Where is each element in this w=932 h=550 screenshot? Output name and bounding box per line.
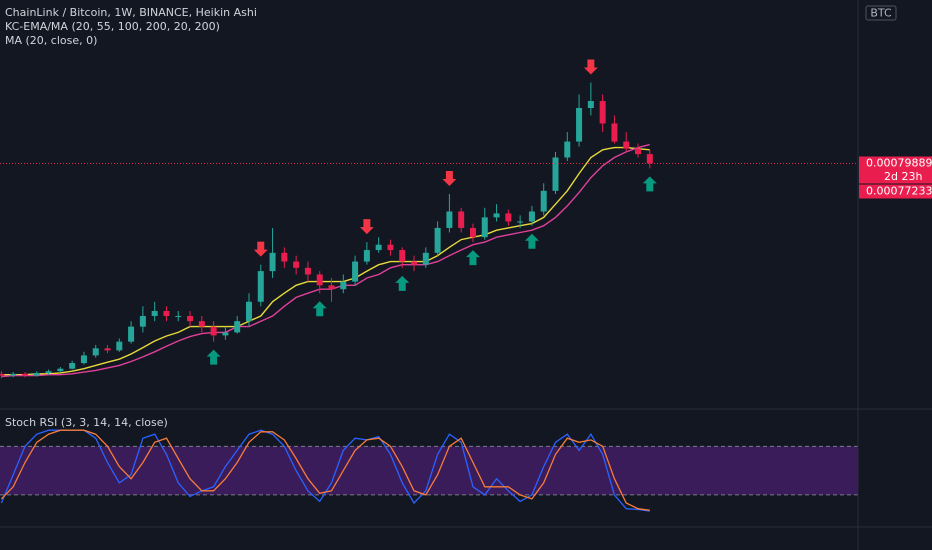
indicator-legend: KC-EMA/MA (20, 55, 100, 200, 20, 200)	[5, 20, 220, 33]
candle-body	[21, 373, 28, 376]
candle-body	[540, 190, 547, 212]
countdown-box	[859, 170, 932, 184]
candle-body	[552, 157, 559, 191]
candle-body	[646, 154, 653, 164]
indicator-line	[0, 429, 650, 511]
candle-body	[257, 271, 264, 302]
indicator-line	[1, 146, 650, 376]
buy-arrow	[206, 349, 221, 365]
sell-arrow	[253, 241, 268, 257]
candle-body	[245, 301, 252, 322]
buy-arrow	[312, 301, 327, 317]
candle-body	[33, 372, 40, 376]
sell-arrow	[583, 59, 598, 75]
candle-body	[363, 250, 370, 262]
candle-body	[45, 371, 52, 373]
candle-body	[234, 321, 241, 333]
candle-body	[587, 101, 594, 109]
countdown-label: 2d 23h	[884, 170, 922, 183]
candle-body	[493, 213, 500, 218]
candle-body	[175, 315, 182, 317]
currency: BTC	[870, 7, 892, 20]
candle-body	[611, 123, 618, 142]
candle-body	[458, 211, 465, 228]
candle-body	[505, 213, 512, 222]
candle-body	[222, 332, 229, 336]
candle-body	[187, 315, 194, 322]
last-price-box	[859, 156, 932, 171]
candle-body	[128, 326, 135, 342]
candle-body	[623, 141, 630, 149]
candle-body	[599, 101, 606, 124]
candle-body	[387, 244, 394, 251]
buy-arrow	[465, 250, 480, 266]
candle-body	[80, 355, 87, 364]
buy-arrow	[524, 233, 539, 249]
candle-body	[92, 348, 99, 356]
candle-body	[375, 244, 382, 251]
candle-body	[316, 274, 323, 286]
candle-body	[528, 211, 535, 222]
candle-body	[352, 261, 359, 282]
candle-body	[446, 211, 453, 228]
currency-box[interactable]	[865, 5, 897, 21]
candle-body	[281, 252, 288, 262]
sell-arrow	[442, 171, 457, 187]
buy-arrow	[395, 275, 410, 291]
candle-body	[469, 227, 476, 238]
candle-body	[434, 227, 441, 253]
stoch-band	[0, 446, 858, 495]
last-price-label: 0.00079889	[866, 157, 932, 170]
candle-body	[564, 141, 571, 158]
candle-body	[69, 363, 76, 369]
ma-price-box	[859, 184, 932, 199]
candle-body	[198, 321, 205, 327]
stoch-title: Stoch RSI (3, 3, 14, 14, close)	[5, 416, 168, 429]
candle-body	[210, 326, 217, 336]
candle-body	[481, 217, 488, 238]
candle-body	[116, 341, 123, 351]
candle-body	[517, 221, 524, 223]
candle-body	[411, 261, 418, 265]
candle-body	[340, 281, 347, 290]
ma-price-label: 0.00077233	[866, 185, 932, 198]
candle-body	[151, 311, 158, 316]
plot	[0, 59, 858, 512]
indicator-line	[1, 143, 650, 378]
candle-body	[139, 315, 146, 327]
candle-body	[163, 311, 170, 316]
candle-body	[10, 373, 17, 376]
candle-body	[104, 348, 111, 351]
candle-body	[269, 252, 276, 272]
candle-body	[422, 252, 429, 265]
candle-body	[57, 368, 64, 372]
candle-body	[328, 285, 335, 290]
candle-body	[635, 148, 642, 155]
candle-body	[399, 250, 406, 262]
indicator-legend: MA (20, close, 0)	[5, 34, 97, 47]
symbol-title: ChainLink / Bitcoin, 1W, BINANCE, Heikin…	[5, 6, 257, 19]
candle-body	[0, 373, 5, 376]
candle-body	[293, 261, 300, 268]
buy-arrow	[642, 176, 657, 192]
sell-arrow	[359, 219, 374, 235]
candle-body	[304, 267, 311, 275]
candle-body	[576, 108, 583, 142]
